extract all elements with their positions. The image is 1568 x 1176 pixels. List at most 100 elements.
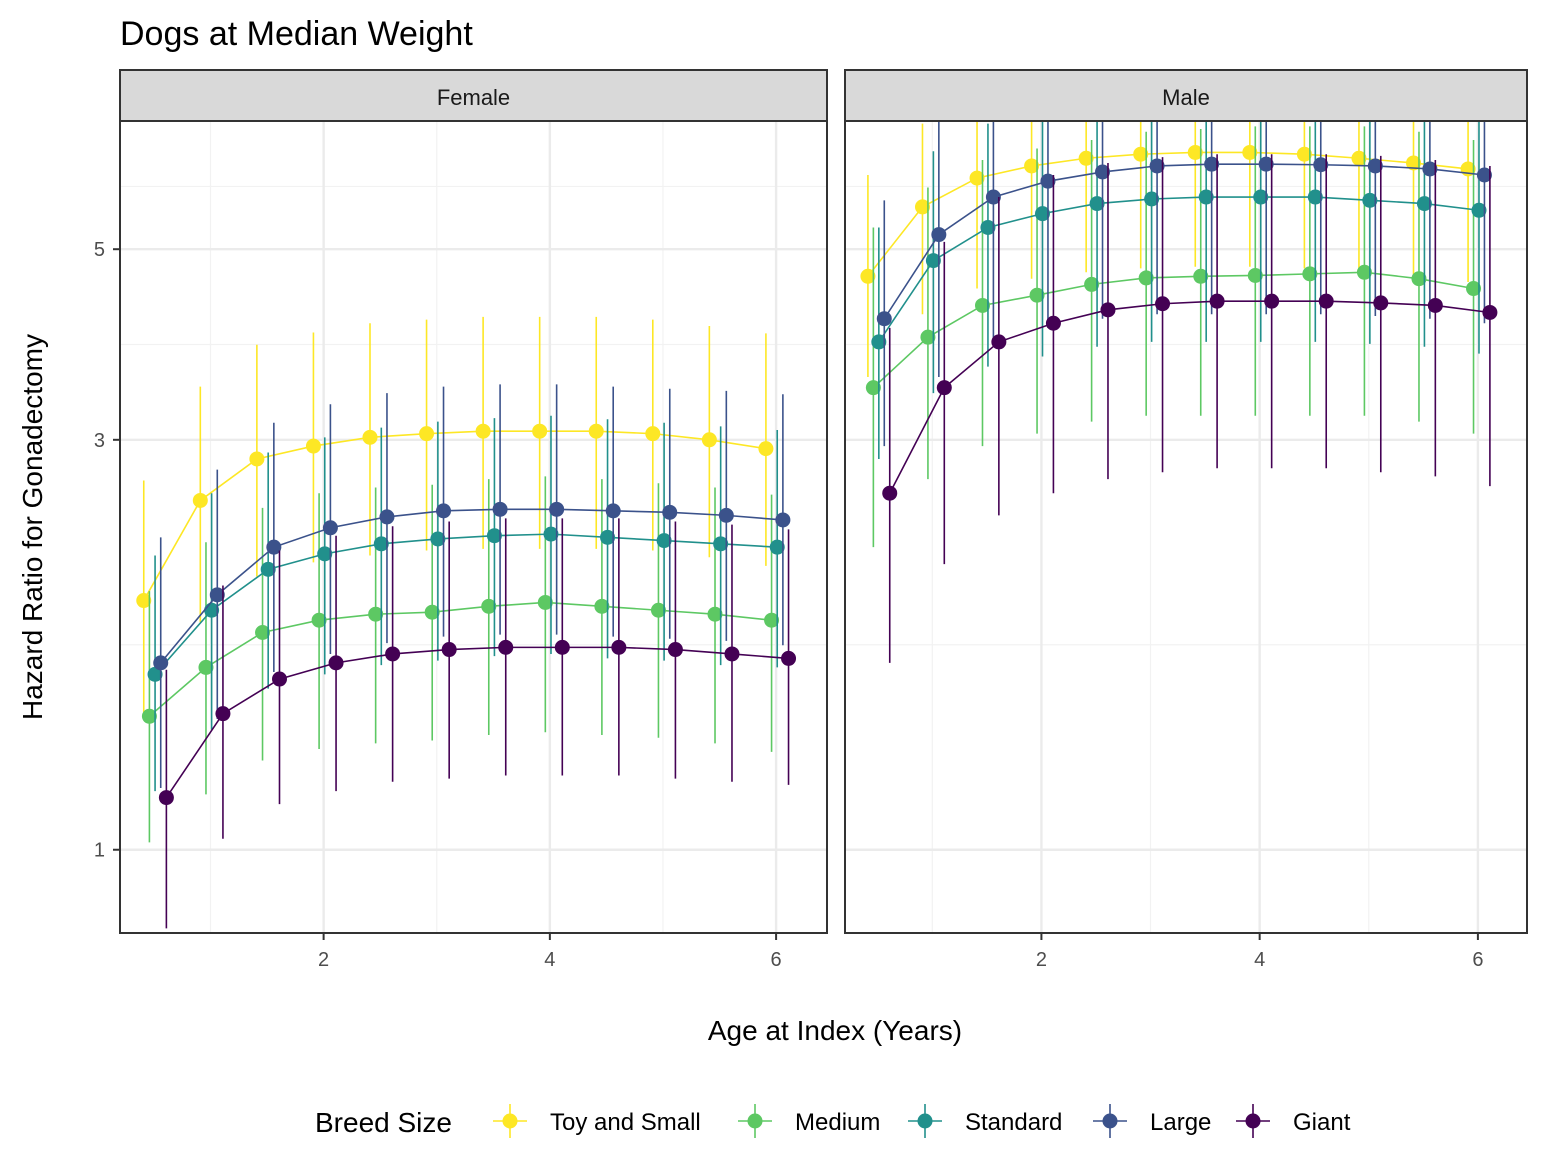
point-male-giant xyxy=(882,485,898,501)
panel-female-strip xyxy=(119,69,828,122)
point-female-toy-and-small xyxy=(192,492,208,508)
point-male-medium xyxy=(1084,276,1100,292)
point-male-medium xyxy=(1356,264,1372,280)
point-female-giant xyxy=(554,639,570,655)
point-female-medium xyxy=(255,624,271,640)
series-line-female-toy-and-small xyxy=(143,430,767,601)
legend-key-point-toy-and-small xyxy=(502,1113,518,1129)
point-female-large xyxy=(322,520,338,536)
point-female-medium xyxy=(311,612,327,628)
legend-label-large: Large xyxy=(1150,1109,1211,1136)
point-female-toy-and-small xyxy=(645,426,661,442)
point-male-toy-and-small xyxy=(1351,150,1367,166)
point-male-standard xyxy=(1362,192,1378,208)
point-female-toy-and-small xyxy=(758,441,774,457)
point-male-toy-and-small xyxy=(860,268,876,284)
point-female-large xyxy=(605,503,621,519)
x-axis-title: Age at Index (Years) xyxy=(708,1015,962,1046)
point-female-toy-and-small xyxy=(588,423,604,439)
point-female-standard xyxy=(656,533,672,549)
point-male-giant xyxy=(936,380,952,396)
point-female-giant xyxy=(781,650,797,666)
point-female-standard xyxy=(543,526,559,542)
point-female-medium xyxy=(198,659,214,675)
point-female-medium xyxy=(537,594,553,610)
point-male-large xyxy=(1040,173,1056,189)
point-female-medium xyxy=(424,604,440,620)
point-male-large xyxy=(1258,156,1274,172)
point-female-medium xyxy=(141,708,157,724)
panel-male-x-ticks: 2 4 6 xyxy=(1036,933,1483,971)
point-female-large xyxy=(209,587,225,603)
point-female-large xyxy=(379,509,395,525)
y-axis-title: Hazard Ratio for Gonadectomy xyxy=(17,334,48,720)
panel-female-label: Female xyxy=(437,85,510,110)
point-female-large xyxy=(775,512,791,528)
point-male-toy-and-small xyxy=(1296,146,1312,162)
point-female-toy-and-small xyxy=(305,438,321,454)
legend-items: Toy and Small Medium Standard Large Giant xyxy=(493,1104,1351,1138)
point-male-giant xyxy=(991,334,1007,350)
point-male-standard xyxy=(1253,189,1269,205)
series-line-male-toy-and-small xyxy=(867,151,1469,277)
point-male-large xyxy=(1149,158,1165,174)
panel-male-label: Male xyxy=(1162,85,1210,110)
panel-female: Female 2 4 6 xyxy=(119,69,828,971)
point-female-large xyxy=(492,501,508,517)
point-female-standard xyxy=(260,561,276,577)
point-female-large xyxy=(662,504,678,520)
chart-title: Dogs at Median Weight xyxy=(120,15,473,53)
point-female-standard xyxy=(147,666,163,682)
panel-male-border xyxy=(844,120,1528,934)
point-male-large xyxy=(1476,167,1492,183)
point-female-toy-and-small xyxy=(532,423,548,439)
point-female-standard xyxy=(317,546,333,562)
point-male-toy-and-small xyxy=(1024,158,1040,174)
point-female-giant xyxy=(328,655,344,671)
point-male-giant xyxy=(1427,297,1443,313)
point-male-medium xyxy=(1302,266,1318,282)
point-male-toy-and-small xyxy=(969,170,985,186)
point-male-medium xyxy=(1138,270,1154,286)
point-female-standard xyxy=(430,531,446,547)
point-male-giant xyxy=(1482,304,1498,320)
point-female-large xyxy=(718,507,734,523)
point-male-toy-and-small xyxy=(1406,155,1422,171)
legend-key-point-large xyxy=(1102,1113,1118,1129)
panel-male: Male 2 4 6 xyxy=(844,69,1528,971)
point-male-giant xyxy=(1264,293,1280,309)
point-female-giant xyxy=(498,639,514,655)
panel-female-border xyxy=(119,120,828,934)
point-female-giant xyxy=(667,642,683,658)
legend-label-standard: Standard xyxy=(965,1109,1062,1136)
point-male-large xyxy=(1095,164,1111,180)
point-male-medium xyxy=(974,297,990,313)
point-female-large xyxy=(436,503,452,519)
point-female-standard xyxy=(600,529,616,545)
legend-title: Breed Size xyxy=(315,1107,452,1138)
point-female-giant xyxy=(158,790,174,806)
point-male-standard xyxy=(1416,196,1432,212)
point-female-standard xyxy=(769,539,785,555)
point-male-giant xyxy=(1209,293,1225,309)
y-tick-label: 3 xyxy=(94,430,105,452)
point-female-medium xyxy=(650,602,666,618)
panel-male-marks xyxy=(860,121,1498,663)
point-male-toy-and-small xyxy=(1242,144,1258,160)
point-male-large xyxy=(931,227,947,243)
series-line-female-large xyxy=(160,508,783,664)
series-line-male-medium xyxy=(872,271,1474,389)
x-tick-label: 4 xyxy=(544,949,555,971)
point-female-standard xyxy=(486,528,502,544)
point-male-giant xyxy=(1155,296,1171,312)
point-male-large xyxy=(1313,157,1329,173)
point-male-large xyxy=(1204,156,1220,172)
point-male-standard xyxy=(1089,196,1105,212)
series-line-female-giant xyxy=(165,646,789,799)
point-female-giant xyxy=(724,646,740,662)
point-male-standard xyxy=(1144,191,1160,207)
legend-label-giant: Giant xyxy=(1293,1109,1351,1136)
point-female-large xyxy=(266,539,282,555)
point-male-standard xyxy=(1471,202,1487,218)
point-female-toy-and-small xyxy=(701,432,717,448)
